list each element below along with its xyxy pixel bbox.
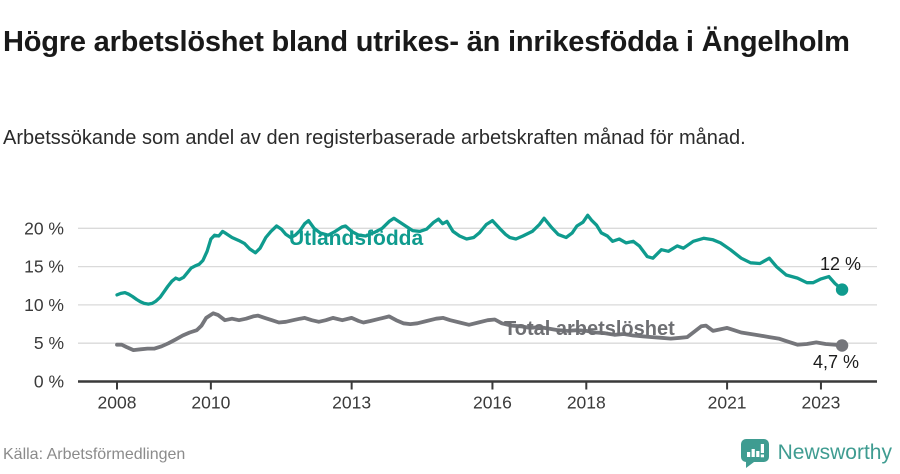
- page-title: Högre arbetslöshet bland utrikes- än inr…: [3, 26, 850, 59]
- series-label-total-arbetsloshet: Total arbetslöshet: [504, 318, 675, 340]
- line-chart: 0 % 5 % 10 % 15 % 20 % 2008 2010 2013 2016 2018 20…: [24, 213, 877, 413]
- svg-text:20 %: 20 %: [24, 218, 64, 238]
- series-label-utlandsfodda: Utlandsfödda: [289, 227, 424, 250]
- svg-text:5 %: 5 %: [34, 333, 64, 353]
- newsworthy-brand-text: Newsworthy: [777, 441, 892, 464]
- newsworthy-logo: Newsworthy: [740, 438, 892, 468]
- svg-text:2021: 2021: [708, 393, 747, 413]
- svg-text:2013: 2013: [332, 393, 371, 413]
- svg-text:2018: 2018: [567, 393, 606, 413]
- svg-text:10 %: 10 %: [24, 295, 64, 315]
- end-value-label-total-arbetsloshet: 4,7 %: [813, 352, 860, 372]
- svg-text:2023: 2023: [801, 393, 840, 413]
- svg-text:2010: 2010: [191, 393, 230, 413]
- svg-text:2016: 2016: [473, 393, 512, 413]
- source-note: Källa: Arbetsförmedlingen: [3, 446, 186, 463]
- chart-subtitle: Arbetssökande som andel av den registerb…: [3, 127, 746, 149]
- bar-chart-speech-bubble-icon: [740, 438, 770, 468]
- svg-text:2008: 2008: [98, 393, 137, 413]
- svg-text:15 %: 15 %: [24, 257, 64, 277]
- svg-text:0 %: 0 %: [34, 372, 64, 392]
- end-value-label-utlandsfodda: 12 %: [820, 254, 862, 274]
